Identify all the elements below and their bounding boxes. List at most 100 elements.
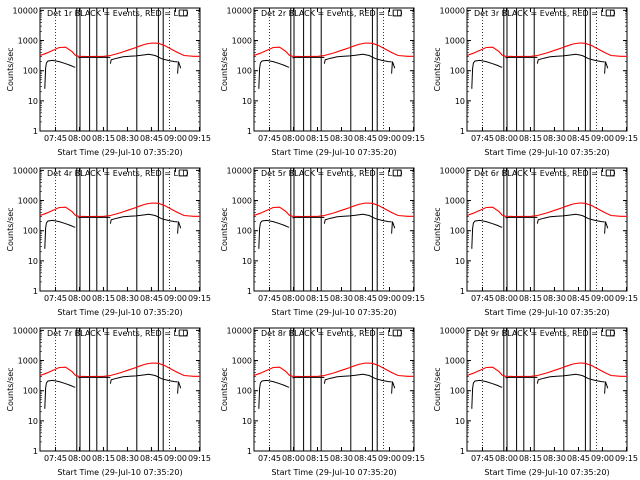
events-series-line — [471, 379, 503, 409]
x-tick-label: 09:00 — [164, 454, 187, 463]
panel-title: Det 3r BLACK = Events, RED = LLD — [474, 9, 616, 18]
x-tick-label: 08:00 — [68, 454, 91, 463]
events-series-line — [258, 219, 290, 249]
x-axis-label: Start Time (29-Jul-10 07:35:20) — [57, 148, 182, 157]
x-tick-label: 08:45 — [567, 134, 590, 143]
events-series-line — [323, 373, 392, 384]
y-axis-label: Counts/sec — [6, 207, 15, 251]
x-tick-label: 08:00 — [68, 134, 91, 143]
y-tick-label: 100 — [23, 227, 38, 236]
events-series-line — [177, 381, 182, 394]
x-tick-label: 08:45 — [354, 454, 377, 463]
y-tick-label: 1 — [460, 287, 465, 296]
legend-box — [178, 169, 188, 177]
y-tick-label: 10 — [28, 417, 38, 426]
events-series-line — [323, 53, 392, 64]
events-series-line — [604, 61, 609, 74]
x-tick-label: 08:45 — [140, 294, 163, 303]
x-tick-label: 09:15 — [188, 294, 211, 303]
y-tick-label: 1 — [460, 127, 465, 136]
y-tick-label: 10000 — [440, 326, 465, 335]
y-axis-label: Counts/sec — [220, 367, 229, 411]
y-tick-label: 10000 — [227, 166, 252, 175]
y-tick-label: 1 — [247, 127, 252, 136]
x-tick-label: 08:45 — [354, 134, 377, 143]
x-tick-label: 09:15 — [615, 134, 638, 143]
x-tick-label: 09:15 — [188, 454, 211, 463]
y-tick-label: 10 — [28, 97, 38, 106]
x-tick-label: 09:15 — [615, 454, 638, 463]
x-tick-label: 08:45 — [140, 454, 163, 463]
y-tick-label: 1000 — [18, 357, 38, 366]
x-tick-label: 08:00 — [495, 294, 518, 303]
plot-frame — [466, 167, 628, 292]
x-tick-label: 09:00 — [591, 454, 614, 463]
y-tick-label: 1 — [33, 447, 38, 456]
events-series-line — [505, 216, 538, 219]
events-series-line — [78, 216, 111, 219]
x-axis-label: Start Time (29-Jul-10 07:35:20) — [271, 308, 396, 317]
detector-panel-2: Det 2r BLACK = Events, RED = LLD Counts/s… — [220, 6, 425, 157]
x-tick-label: 08:00 — [282, 294, 305, 303]
lld-series-line — [466, 42, 627, 58]
x-axis-label: Start Time (29-Jul-10 07:35:20) — [271, 148, 396, 157]
x-axis-label: Start Time (29-Jul-10 07:35:20) — [271, 468, 396, 477]
events-series-line — [44, 59, 76, 89]
events-series-line — [391, 381, 396, 394]
events-series-line — [505, 376, 538, 379]
y-tick-label: 10 — [242, 417, 252, 426]
y-tick-label: 10 — [455, 417, 465, 426]
x-tick-label: 09:00 — [378, 294, 401, 303]
x-tick-label: 09:00 — [164, 294, 187, 303]
events-series-line — [109, 53, 178, 64]
y-tick-label: 10000 — [13, 326, 38, 335]
x-tick-label: 08:15 — [519, 454, 542, 463]
lld-series-line — [39, 42, 200, 58]
y-tick-label: 10 — [242, 257, 252, 266]
y-tick-label: 1 — [33, 287, 38, 296]
y-tick-label: 100 — [450, 227, 465, 236]
detector-panel-4: Det 4r BLACK = Events, RED = LLD Counts/s… — [6, 166, 211, 317]
plot-frame — [39, 167, 201, 292]
y-tick-label: 1000 — [445, 197, 465, 206]
y-tick-label: 10000 — [440, 6, 465, 15]
x-tick-label: 08:45 — [354, 294, 377, 303]
x-tick-label: 09:15 — [402, 134, 425, 143]
plot-frame — [253, 167, 415, 292]
events-series-line — [604, 221, 609, 234]
x-tick-label: 07:45 — [471, 454, 494, 463]
panel-title: Det 7r BLACK = Events, RED = LLD — [47, 329, 189, 338]
x-tick-label: 08:45 — [140, 134, 163, 143]
panel-title: Det 4r BLACK = Events, RED = LLD — [47, 169, 189, 178]
x-tick-label: 08:00 — [282, 454, 305, 463]
x-tick-label: 09:15 — [402, 454, 425, 463]
y-tick-label: 1000 — [445, 357, 465, 366]
x-axis-label: Start Time (29-Jul-10 07:35:20) — [484, 148, 609, 157]
y-tick-label: 10 — [455, 97, 465, 106]
events-series-line — [258, 379, 290, 409]
legend-box — [605, 169, 615, 177]
y-axis-label: Counts/sec — [6, 47, 15, 91]
y-tick-label: 100 — [237, 387, 252, 396]
y-tick-label: 100 — [450, 387, 465, 396]
legend-box — [392, 9, 402, 17]
x-tick-label: 07:45 — [471, 294, 494, 303]
y-tick-label: 10000 — [227, 6, 252, 15]
x-tick-label: 08:30 — [330, 454, 353, 463]
x-tick-label: 09:00 — [591, 294, 614, 303]
x-tick-label: 08:30 — [543, 134, 566, 143]
y-axis-label: Counts/sec — [6, 367, 15, 411]
events-series-line — [177, 61, 182, 74]
x-tick-label: 08:15 — [306, 294, 329, 303]
x-tick-label: 08:45 — [567, 454, 590, 463]
panel-title: Det 8r BLACK = Events, RED = LLD — [261, 329, 403, 338]
x-tick-label: 08:30 — [543, 294, 566, 303]
events-series-line — [536, 373, 605, 384]
events-series-line — [78, 56, 111, 59]
x-tick-label: 08:15 — [519, 134, 542, 143]
x-tick-label: 09:15 — [188, 134, 211, 143]
lld-series-line — [466, 202, 627, 218]
plot-frame — [466, 327, 628, 452]
x-tick-label: 09:00 — [378, 454, 401, 463]
